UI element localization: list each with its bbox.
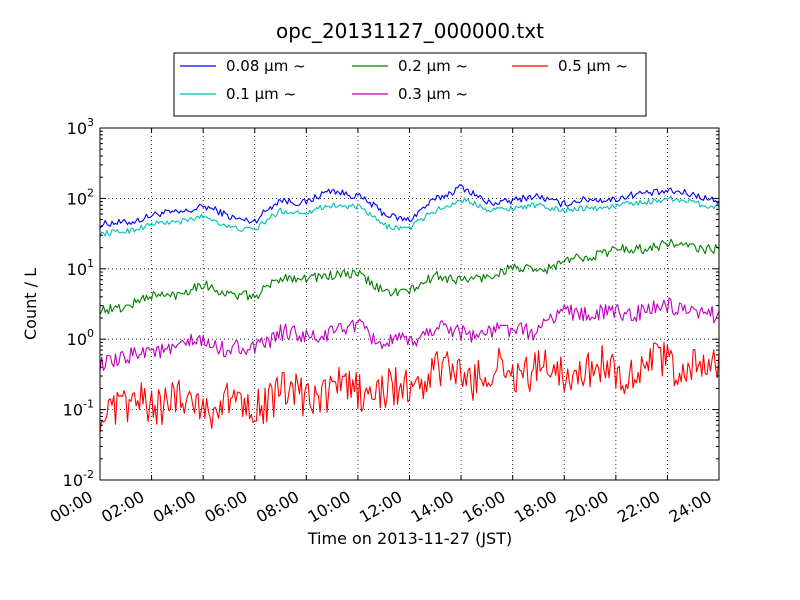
x-tick-label: 10:00 bbox=[304, 487, 353, 527]
x-tick-label: 04:00 bbox=[150, 487, 199, 527]
series-line bbox=[99, 195, 720, 238]
x-tick-label: 22:00 bbox=[614, 487, 663, 527]
x-axis-title: Time on 2013-11-27 (JST) bbox=[307, 529, 512, 548]
y-tick-label: 103 bbox=[67, 116, 94, 138]
x-tick-label: 16:00 bbox=[459, 487, 508, 527]
x-tick-label: 20:00 bbox=[562, 487, 611, 527]
ticks bbox=[99, 127, 720, 481]
grid bbox=[100, 128, 719, 480]
x-tick-label: 06:00 bbox=[201, 487, 250, 527]
y-tick-exponent: 3 bbox=[87, 116, 94, 129]
x-tick-label: 00:00 bbox=[47, 487, 96, 527]
y-tick-base: 10 bbox=[67, 189, 87, 208]
legend-label: 0.3 μm ~ bbox=[398, 85, 468, 103]
series-line bbox=[99, 341, 720, 433]
legend-label: 0.2 μm ~ bbox=[398, 57, 468, 75]
chart-title: opc_20131127_000000.txt bbox=[276, 19, 544, 43]
y-tick-exponent: 2 bbox=[87, 186, 94, 199]
series-line bbox=[99, 184, 720, 229]
x-tick-label: 18:00 bbox=[511, 487, 560, 527]
x-tick-label: 12:00 bbox=[356, 487, 405, 527]
x-tick-label: 14:00 bbox=[408, 487, 457, 527]
series-line bbox=[99, 297, 720, 372]
y-tick-exponent: 0 bbox=[87, 327, 94, 340]
series-line bbox=[99, 238, 720, 315]
y-tick-label: 10-1 bbox=[63, 398, 94, 420]
y-axis-title: Count / L bbox=[21, 268, 40, 340]
y-tick-base: 10 bbox=[67, 260, 87, 279]
x-tick-label: 24:00 bbox=[666, 487, 715, 527]
y-tick-exponent: 1 bbox=[87, 257, 94, 270]
y-tick-exponent: -2 bbox=[83, 468, 94, 481]
y-tick-exponent: -1 bbox=[83, 398, 94, 411]
y-tick-base: 10 bbox=[63, 401, 83, 420]
x-tick-label: 02:00 bbox=[98, 487, 147, 527]
legend-label: 0.08 μm ~ bbox=[226, 57, 306, 75]
y-tick-label: 101 bbox=[67, 257, 94, 279]
y-tick-base: 10 bbox=[67, 119, 87, 138]
y-tick-label: 10-2 bbox=[63, 468, 94, 490]
series-lines bbox=[99, 184, 720, 433]
y-tick-label: 102 bbox=[67, 186, 94, 208]
y-tick-label: 100 bbox=[67, 327, 94, 349]
legend-label: 0.1 μm ~ bbox=[226, 85, 296, 103]
x-tick-labels: 00:00 02:00 04:00 06:00 08:00 10:00 12:00 14:00… bbox=[47, 487, 715, 527]
legend: 0.08 μm ~ 0.1 μm ~ 0.2 μm ~ 0.3 μm ~ 0.5 μm … bbox=[173, 52, 647, 117]
legend-label: 0.5 μm ~ bbox=[558, 57, 628, 75]
y-tick-base: 10 bbox=[63, 471, 83, 490]
y-tick-base: 10 bbox=[67, 330, 87, 349]
legend-box bbox=[173, 52, 647, 117]
x-tick-label: 08:00 bbox=[253, 487, 302, 527]
